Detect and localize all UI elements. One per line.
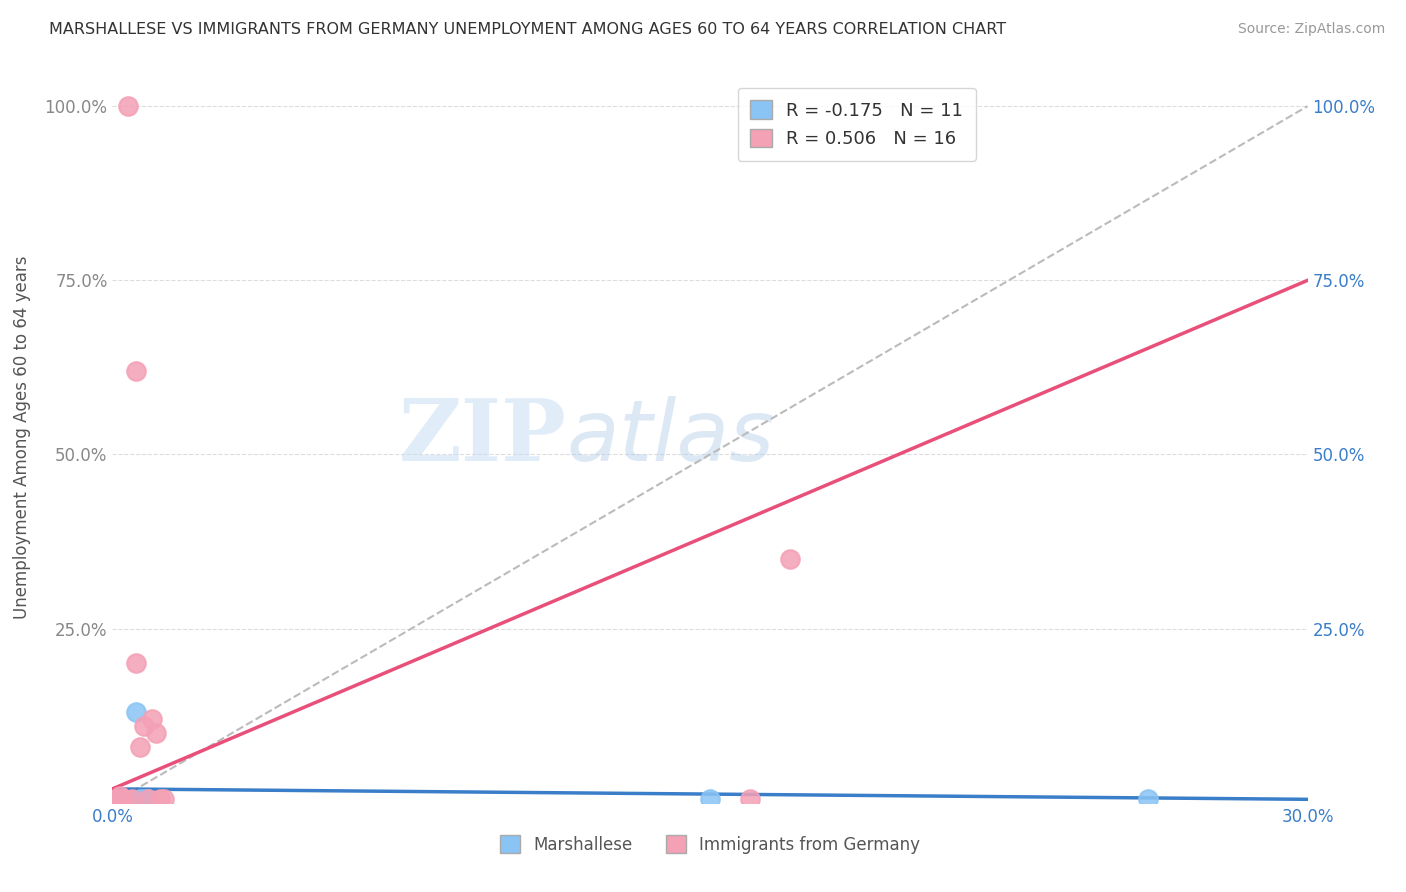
Point [121, 792, 143, 806]
Point [129, 740, 152, 755]
Point [117, 796, 139, 810]
Point [779, 552, 801, 566]
Point [153, 792, 176, 806]
Point [114, 792, 135, 806]
Point [738, 792, 761, 806]
Point [105, 792, 128, 806]
Point [125, 364, 148, 378]
Point [110, 792, 132, 806]
Text: ZIP: ZIP [399, 395, 567, 479]
Point [138, 792, 160, 806]
Point [1137, 792, 1160, 806]
Point [105, 792, 128, 806]
Point [134, 792, 156, 806]
Point [141, 712, 163, 726]
Point [134, 719, 156, 733]
Point [117, 99, 139, 113]
Text: MARSHALLESE VS IMMIGRANTS FROM GERMANY UNEMPLOYMENT AMONG AGES 60 TO 64 YEARS CO: MARSHALLESE VS IMMIGRANTS FROM GERMANY U… [49, 22, 1007, 37]
Point [114, 792, 135, 806]
Point [110, 789, 132, 803]
Point [125, 705, 148, 719]
Point [121, 796, 143, 810]
Text: atlas: atlas [567, 395, 775, 479]
Y-axis label: Unemployment Among Ages 60 to 64 years: Unemployment Among Ages 60 to 64 years [13, 255, 31, 619]
Point [149, 792, 172, 806]
Point [145, 726, 167, 740]
Legend: Marshallese, Immigrants from Germany: Marshallese, Immigrants from Germany [494, 829, 927, 860]
Point [138, 792, 160, 806]
Point [125, 657, 148, 671]
Point [129, 792, 152, 806]
Text: Source: ZipAtlas.com: Source: ZipAtlas.com [1237, 22, 1385, 37]
Point [699, 792, 721, 806]
